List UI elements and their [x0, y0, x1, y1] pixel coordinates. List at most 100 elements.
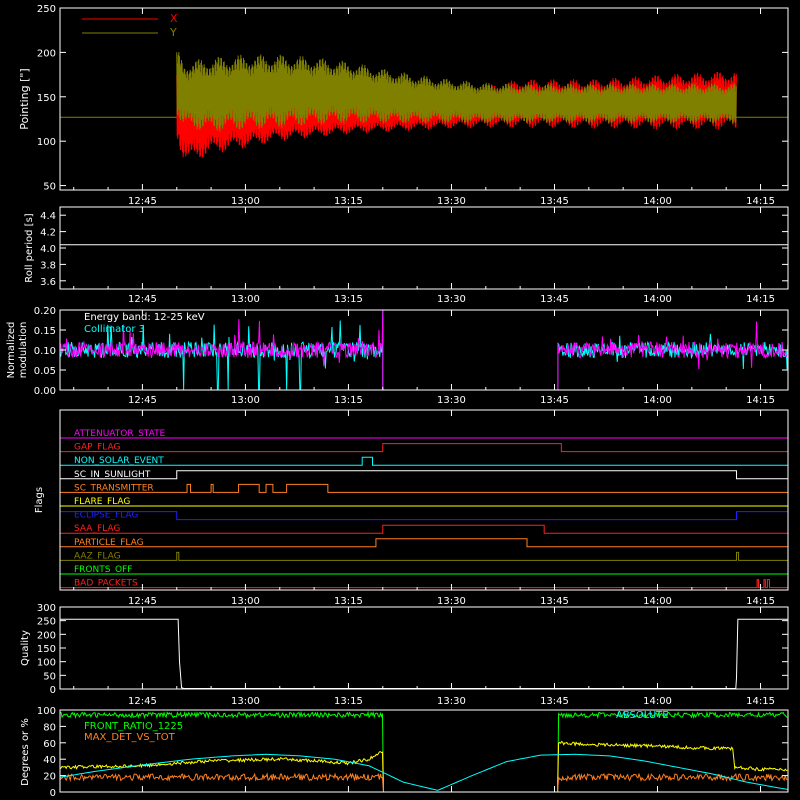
x-tick-label: 12:45 [128, 395, 157, 406]
legend-front-ratio: FRONT_RATIO_1225 [84, 721, 183, 732]
modulation-y-label-line1: Normalized [6, 322, 17, 379]
geometry-y-label: Degrees or % [20, 718, 31, 786]
roll-y-label: Roll period [s] [24, 213, 35, 282]
x-tick-label: 13:15 [334, 294, 363, 305]
x-tick-label: 14:00 [643, 294, 672, 305]
x-tick-label: 13:15 [334, 196, 363, 207]
geometry-axes-frame [59, 709, 789, 793]
flag-line-particle-flag [60, 538, 788, 548]
x-tick-label: 12:45 [128, 696, 157, 707]
modulation-series-cyan [59, 309, 789, 391]
x-tick-label: 12:45 [128, 596, 157, 607]
y-tick-label: 60 [43, 739, 56, 750]
flag-label-gap-flag: GAP_FLAG [74, 443, 120, 453]
flag-line-sc-transmitter [60, 483, 788, 493]
flag-line-eclipse-flag [59, 511, 789, 521]
quality-x-ticks: 12:45 13:00 13:15 13:30 13:45 14:00 14:15 [73, 607, 775, 707]
y-tick-label: 100 [37, 137, 56, 148]
y-tick-label: 0.20 [34, 306, 56, 317]
pointing-y-label: Pointing ["] [18, 68, 31, 129]
x-tick-label: 13:00 [231, 294, 260, 305]
quality-y-label: Quality [20, 630, 31, 666]
y-tick-label: 100 [37, 658, 56, 669]
quality-y-ticks: 0 50 100 150 200 250 300 [37, 603, 788, 696]
x-tick-label: 13:30 [437, 696, 466, 707]
modulation-x-ticks: 12:45 13:00 13:15 13:30 13:45 14:00 14:15 [73, 310, 775, 406]
modulation-y-ticks: 0.00 0.05 0.10 0.15 0.20 [34, 306, 788, 397]
y-tick-label: 20 [43, 772, 56, 783]
flag-label-fronts-off: FRONTS_OFF [74, 565, 132, 575]
pointing-axes-frame [59, 7, 789, 191]
flag-label-saa-flag: SAA_FLAG [74, 524, 120, 534]
modulation-series-magenta [59, 309, 789, 391]
collimator-annotation: Collimator 3 [84, 324, 145, 335]
x-tick-label: 13:00 [231, 596, 260, 607]
flag-line-bad-packets [60, 579, 788, 589]
quality-line [60, 618, 788, 689]
x-tick-label: 14:00 [643, 596, 672, 607]
y-tick-label: 0.10 [34, 346, 56, 357]
flags-axes-frame [59, 409, 789, 591]
y-tick-label: 200 [37, 630, 56, 641]
x-tick-label: 13:15 [334, 696, 363, 707]
x-tick-label: 13:30 [437, 596, 466, 607]
quality-data [60, 618, 788, 689]
y-tick-label: 3.6 [40, 277, 56, 288]
modulation-data [59, 309, 789, 391]
flag-label-attenuator-state: ATTENUATOR_STATE [74, 429, 166, 439]
flag-label-aaz-flag: AAZ_FLAG [74, 551, 121, 561]
y-tick-label: 100 [37, 706, 56, 717]
roll-y-ticks: 3.6 3.8 4.0 4.2 4.4 [40, 211, 788, 288]
x-tick-label: 12:45 [128, 196, 157, 207]
y-tick-label: 0.15 [34, 326, 56, 337]
y-tick-label: 0 [50, 788, 56, 799]
flag-label-sc-transmitter: SC_TRANSMITTER [74, 483, 154, 493]
x-tick-label: 14:15 [746, 596, 775, 607]
x-tick-label: 13:45 [540, 395, 569, 406]
y-tick-label: 3.8 [40, 260, 56, 271]
x-tick-label: 13:00 [231, 196, 260, 207]
flags-y-label: Flags [34, 487, 45, 513]
pointing-x-ticks: 12:45 13:00 13:15 13:30 13:45 14:00 14:15 [73, 8, 775, 207]
y-tick-label: 300 [37, 603, 56, 614]
x-tick-label: 13:00 [231, 696, 260, 707]
x-tick-label: 14:15 [746, 696, 775, 707]
y-tick-label: 0.00 [34, 386, 56, 397]
x-tick-label: 14:15 [746, 294, 775, 305]
y-tick-label: 200 [37, 48, 56, 59]
flag-label-sc-in-sunlight: SC_IN_SUNLIGHT [74, 470, 151, 480]
panel-roll-period: 3.6 3.8 4.0 4.2 4.4 12:45 13:00 13:15 13:30 13:4… [24, 206, 789, 305]
pointing-y-ticks: 50 100 150 200 250 [37, 4, 788, 193]
panel-pointing: 50 100 150 200 250 12:45 13:00 13:15 13:30 13:45… [18, 4, 789, 207]
x-tick-label: 13:30 [437, 196, 466, 207]
y-tick-label: 250 [37, 617, 56, 628]
pointing-series-y [176, 52, 737, 132]
y-tick-label: 40 [43, 755, 56, 766]
x-tick-label: 13:45 [540, 696, 569, 707]
geometry-y-ticks: 0 20 40 60 80 100 [37, 706, 788, 799]
x-tick-label: 13:45 [540, 196, 569, 207]
x-tick-label: 13:45 [540, 294, 569, 305]
x-tick-label: 13:30 [437, 294, 466, 305]
x-tick-label: 13:00 [231, 395, 260, 406]
x-tick-label: 14:00 [643, 395, 672, 406]
x-tick-label: 13:15 [334, 395, 363, 406]
flag-label-bad-packets: BAD_PACKETS [74, 579, 138, 589]
pointing-data [60, 52, 788, 158]
legend-max-det: MAX_DET_VS_TOT [84, 732, 176, 743]
flag-line-gap-flag [60, 443, 788, 453]
flag-label-non-solar-event: NON_SOLAR_EVENT [74, 456, 164, 466]
y-tick-label: 4.2 [40, 228, 56, 239]
y-tick-label: 0.05 [34, 366, 56, 377]
legend-y-label: Y [169, 26, 177, 39]
energy-band-annotation: Energy band: 12-25 keV [84, 312, 205, 323]
y-tick-label: 150 [37, 644, 56, 655]
y-tick-label: 4.4 [40, 211, 56, 222]
x-tick-label: 14:00 [643, 696, 672, 707]
flag-label-flare-flag: FLARE_FLAG [74, 497, 130, 507]
panel-modulation: 0.00 0.05 0.10 0.15 0.20 12:45 13:00 13:15 13:3… [6, 306, 789, 406]
x-tick-label: 13:45 [540, 596, 569, 607]
